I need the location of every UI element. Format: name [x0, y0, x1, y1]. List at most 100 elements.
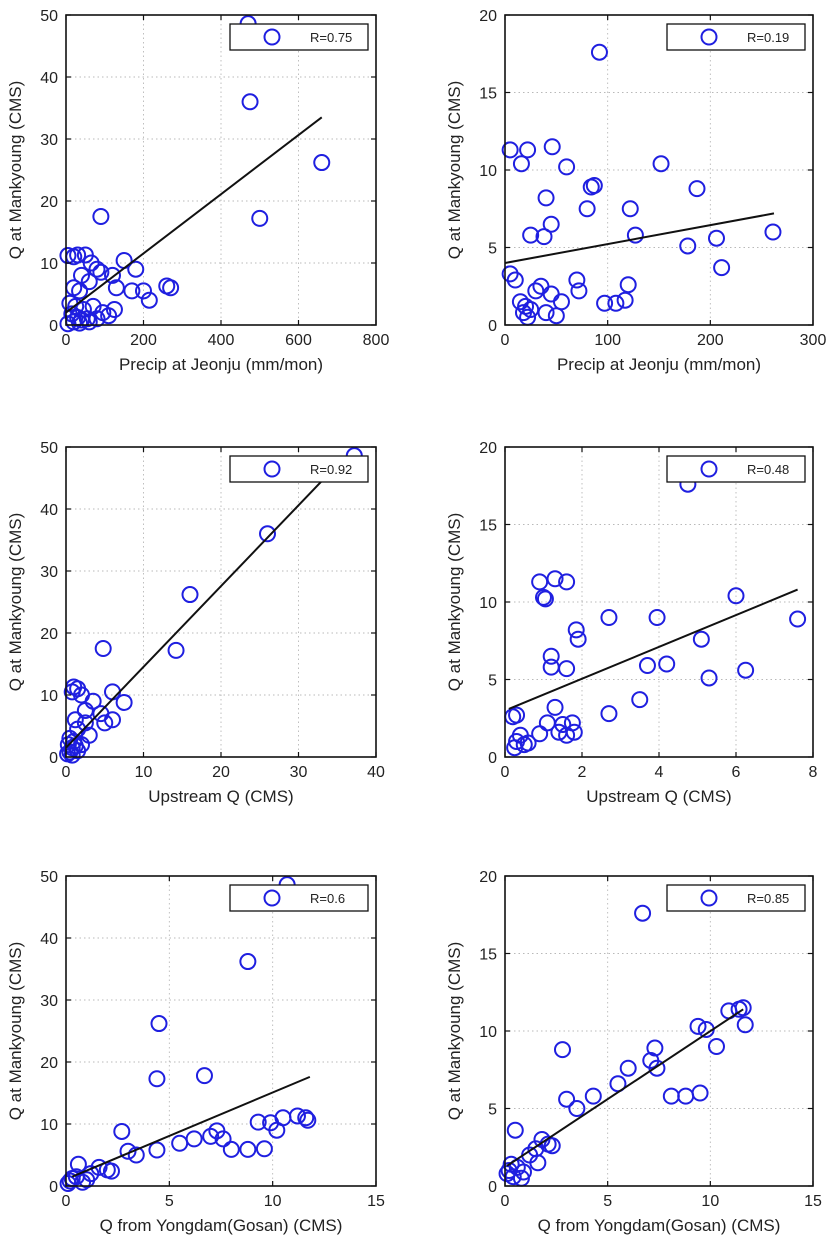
- data-point: [554, 715, 572, 733]
- data-point: [568, 271, 586, 289]
- legend: R=0.19: [666, 23, 806, 51]
- data-point: [104, 711, 121, 729]
- data-point: [71, 282, 89, 300]
- x-tick-label: 5: [165, 1193, 174, 1210]
- x-tick-label: 40: [367, 764, 385, 781]
- x-tick-label: 800: [363, 332, 390, 349]
- x-axis-label: Upstream Q (CMS): [148, 787, 293, 806]
- data-point: [547, 307, 565, 325]
- y-tick-label: 10: [479, 163, 497, 180]
- data-point: [150, 1015, 168, 1033]
- data-point: [542, 215, 560, 233]
- legend-marker-icon: [263, 889, 281, 907]
- data-point: [634, 904, 652, 922]
- data-point: [104, 266, 121, 284]
- data-point: [584, 1087, 602, 1105]
- data-point: [255, 1140, 273, 1158]
- y-tick-label: 10: [479, 1024, 497, 1041]
- data-point: [71, 314, 89, 332]
- y-tick-label: 20: [40, 194, 58, 211]
- data-point: [531, 725, 549, 743]
- y-tick-label: 50: [40, 869, 58, 886]
- y-tick-label: 40: [40, 70, 58, 87]
- data-point: [734, 999, 752, 1017]
- data-point: [590, 43, 608, 61]
- legend-marker-icon: [263, 460, 281, 478]
- legend-box: [666, 455, 806, 483]
- data-point: [506, 739, 524, 757]
- x-tick-label: 200: [697, 332, 724, 349]
- data-point: [127, 1146, 145, 1164]
- y-tick-label: 0: [49, 1179, 58, 1196]
- x-tick-label: 0: [62, 1193, 71, 1210]
- data-point: [63, 683, 81, 701]
- data-point: [123, 282, 141, 300]
- y-tick-label: 50: [40, 440, 58, 457]
- data-point: [59, 1175, 77, 1193]
- data-point: [568, 1100, 586, 1117]
- data-point: [512, 155, 530, 173]
- x-tick-label: 0: [501, 1193, 510, 1210]
- data-point: [506, 271, 524, 289]
- data-point: [558, 726, 576, 744]
- data-point: [69, 1155, 87, 1173]
- axes-box: [65, 875, 377, 1187]
- x-axis-label: Upstream Q (CMS): [586, 787, 731, 806]
- legend-label: R=0.19: [747, 30, 789, 45]
- y-tick-label: 20: [40, 626, 58, 643]
- fit-line: [71, 1075, 311, 1178]
- data-point: [59, 315, 77, 333]
- x-tick-label: 10: [135, 764, 153, 781]
- chart-panel-4: 0 2 4 6 8 0 5 10 15 20 Upstream Q (CMS) Q at Mankyo…: [445, 440, 818, 806]
- data-point: [127, 260, 145, 278]
- legend-label: R=0.92: [310, 462, 352, 477]
- data-point: [764, 223, 782, 241]
- x-tick-label: 400: [208, 332, 235, 349]
- legend: R=0.75: [229, 23, 369, 51]
- data-point: [737, 661, 755, 679]
- data-point: [648, 609, 666, 626]
- x-tick-label: 4: [655, 764, 664, 781]
- data-point: [313, 154, 331, 172]
- y-tick-label: 50: [40, 8, 58, 25]
- x-tick-label: 5: [603, 1193, 612, 1210]
- data-point: [533, 1131, 551, 1148]
- data-point: [707, 1038, 725, 1055]
- legend-box: [229, 23, 369, 51]
- data-point: [621, 200, 639, 218]
- legend-box: [229, 884, 369, 912]
- data-point: [691, 1084, 709, 1102]
- data-point: [546, 570, 564, 588]
- data-point: [259, 525, 276, 543]
- x-tick-label: 20: [212, 764, 230, 781]
- data-point: [61, 1172, 79, 1190]
- data-points: [498, 904, 754, 1187]
- data-point: [69, 246, 87, 264]
- legend-marker-icon: [700, 28, 718, 46]
- data-point: [567, 621, 585, 639]
- data-point: [181, 586, 199, 604]
- data-point: [727, 587, 745, 605]
- data-point: [570, 282, 588, 300]
- legend-box: [666, 884, 806, 912]
- y-tick-label: 30: [40, 132, 58, 149]
- fit-line: [508, 588, 798, 710]
- y-tick-label: 0: [488, 1179, 497, 1196]
- y-tick-label: 10: [479, 595, 497, 612]
- data-point: [689, 1017, 707, 1035]
- data-point: [202, 1127, 220, 1145]
- data-point: [535, 228, 553, 246]
- data-point: [535, 588, 552, 606]
- data-point: [498, 1165, 516, 1183]
- data-points: [504, 475, 807, 757]
- data-point: [514, 304, 532, 322]
- y-tick-label: 10: [40, 256, 58, 273]
- data-point: [692, 630, 710, 648]
- data-point: [713, 259, 731, 277]
- x-tick-label: 15: [804, 1193, 822, 1210]
- data-point: [558, 158, 576, 176]
- data-point: [553, 1041, 571, 1059]
- data-point: [596, 294, 614, 312]
- plot-area: [66, 876, 376, 1186]
- data-point: [638, 657, 656, 675]
